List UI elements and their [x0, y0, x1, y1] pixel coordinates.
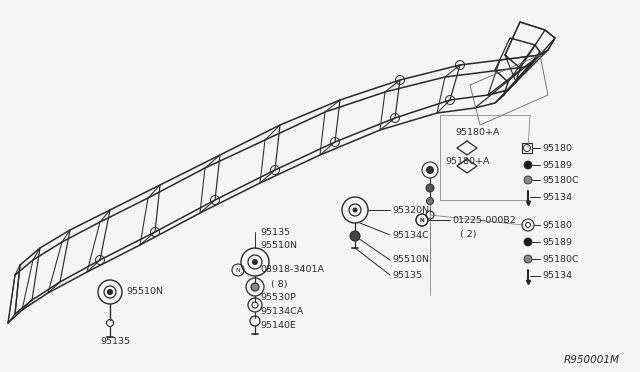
Text: 08918-3401A: 08918-3401A — [260, 266, 324, 275]
Circle shape — [251, 283, 259, 291]
Text: N: N — [420, 218, 424, 222]
Text: N: N — [236, 267, 241, 273]
Text: N: N — [420, 218, 424, 222]
Text: 95510N: 95510N — [126, 288, 163, 296]
Circle shape — [524, 255, 532, 263]
Text: 95180C: 95180C — [542, 176, 579, 185]
Text: 95180+A: 95180+A — [455, 128, 499, 137]
Circle shape — [524, 176, 532, 184]
Text: 95135: 95135 — [392, 270, 422, 279]
Text: 95530P: 95530P — [260, 294, 296, 302]
Circle shape — [524, 238, 532, 246]
Text: R950001M: R950001M — [564, 355, 620, 365]
Text: 95180C: 95180C — [542, 254, 579, 263]
Circle shape — [253, 260, 257, 264]
Text: ( 8): ( 8) — [271, 279, 287, 289]
Text: 95189: 95189 — [542, 237, 572, 247]
Text: 95320N: 95320N — [392, 205, 429, 215]
Circle shape — [353, 208, 357, 212]
Text: 95135: 95135 — [100, 337, 130, 346]
Text: 95134C: 95134C — [392, 231, 429, 240]
Text: 95140E: 95140E — [260, 321, 296, 330]
Circle shape — [426, 198, 433, 205]
Circle shape — [426, 167, 433, 173]
Text: 95135: 95135 — [260, 228, 290, 237]
Circle shape — [426, 184, 434, 192]
Text: 95180+A: 95180+A — [445, 157, 490, 166]
Text: 01225-000B2: 01225-000B2 — [452, 215, 516, 224]
Text: 95510N: 95510N — [260, 241, 297, 250]
Text: 95134CA: 95134CA — [260, 308, 303, 317]
Text: 95189: 95189 — [542, 160, 572, 170]
Text: 95510N: 95510N — [392, 256, 429, 264]
Circle shape — [524, 161, 532, 169]
Bar — [522, 143, 532, 153]
Circle shape — [350, 231, 360, 241]
Text: ( 2): ( 2) — [460, 230, 477, 238]
Text: 95180: 95180 — [542, 144, 572, 153]
Text: 95180: 95180 — [542, 221, 572, 230]
Circle shape — [108, 289, 113, 295]
Text: 95134: 95134 — [542, 192, 572, 202]
Text: 95134: 95134 — [542, 272, 572, 280]
